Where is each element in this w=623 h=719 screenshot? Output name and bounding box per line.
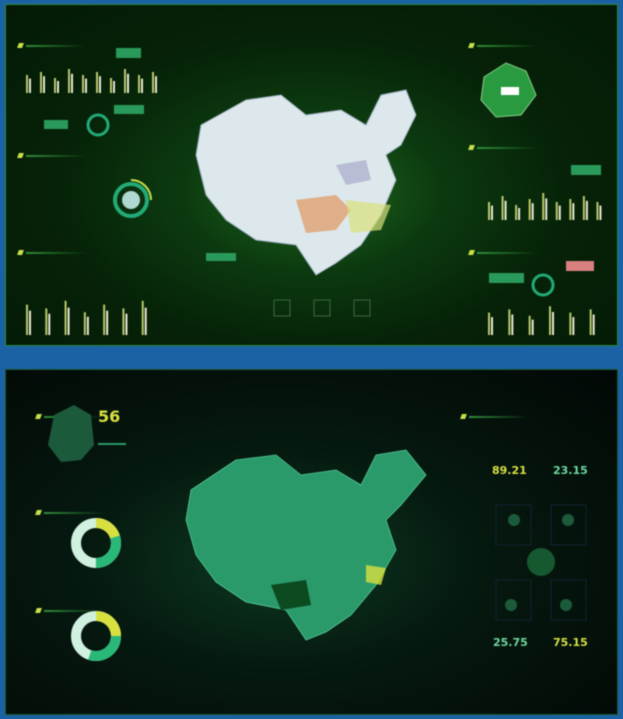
zhejiang-map — [48, 405, 94, 462]
stat-value: 23.15 — [553, 464, 588, 477]
donut-chart-2 — [71, 611, 121, 661]
section-header — [460, 414, 529, 419]
bar — [582, 196, 585, 220]
bar — [592, 314, 595, 335]
bar — [29, 310, 31, 335]
bar — [127, 73, 129, 93]
bar — [67, 307, 70, 335]
stat-value: 75.15 — [553, 636, 588, 649]
china-map — [195, 89, 417, 276]
bar — [589, 309, 592, 335]
bar — [26, 304, 28, 335]
bar — [501, 196, 504, 220]
bar — [54, 78, 56, 93]
bar — [585, 200, 588, 220]
bar — [555, 202, 558, 220]
map-region-highlight — [366, 565, 386, 585]
bar — [599, 205, 602, 220]
bar — [125, 313, 128, 335]
bar — [518, 208, 521, 220]
bar — [491, 317, 493, 335]
bar — [542, 193, 545, 220]
bar — [103, 304, 106, 335]
bar — [82, 75, 84, 93]
bar — [572, 317, 575, 335]
bar — [558, 205, 561, 220]
stat-value: 89.21 — [492, 464, 527, 477]
top-graphics — [26, 48, 602, 335]
stat-value: 25.75 — [493, 636, 528, 649]
section-header — [35, 510, 104, 515]
bar — [86, 316, 89, 335]
bar — [40, 72, 42, 93]
bar — [596, 202, 599, 220]
bar — [491, 205, 493, 220]
bar — [152, 72, 154, 93]
bar — [26, 75, 28, 93]
bar — [569, 199, 572, 220]
bar — [549, 306, 551, 335]
map-region-highlight — [336, 160, 371, 185]
section-header — [17, 153, 86, 158]
bar — [508, 309, 511, 335]
main-stat-value: 56 — [98, 407, 121, 426]
bar — [515, 205, 518, 220]
bar — [144, 307, 147, 335]
section-header — [468, 250, 537, 255]
bar — [96, 72, 98, 93]
bar — [528, 199, 531, 220]
section-header — [468, 43, 537, 48]
bar — [531, 203, 534, 220]
bar — [45, 308, 48, 335]
bar — [106, 310, 109, 335]
section-header — [17, 43, 86, 48]
bar — [141, 78, 143, 93]
map-region-highlight — [346, 200, 391, 233]
bar — [85, 78, 87, 93]
bar — [545, 198, 548, 220]
bar — [511, 314, 514, 335]
bar — [71, 73, 73, 93]
bar — [122, 308, 125, 335]
bar — [113, 81, 115, 93]
bar — [110, 78, 112, 93]
china-map — [185, 449, 427, 641]
bar — [155, 76, 157, 93]
bar — [488, 202, 490, 220]
bar — [29, 78, 31, 93]
bar — [504, 200, 507, 220]
bar — [83, 312, 86, 335]
bar — [124, 69, 126, 93]
donut-chart-1 — [71, 518, 121, 568]
bar — [569, 312, 572, 335]
section-header — [17, 250, 86, 255]
bar — [552, 311, 554, 335]
bar — [528, 315, 531, 335]
bar — [138, 75, 140, 93]
map-region-highlight — [296, 195, 351, 233]
top-dashboard — [5, 4, 618, 346]
bar — [64, 300, 67, 335]
bar — [57, 81, 59, 93]
section-header — [468, 145, 537, 150]
map-region-highlight — [271, 580, 311, 610]
center-globe — [527, 548, 555, 576]
bar — [531, 319, 534, 335]
bar — [43, 76, 45, 93]
bar — [488, 312, 490, 335]
bottom-graphics — [48, 405, 587, 661]
bar — [572, 203, 575, 220]
bar — [141, 300, 144, 335]
bar — [48, 313, 51, 335]
bar — [68, 69, 70, 93]
bar — [99, 76, 101, 93]
section-header — [35, 608, 104, 613]
bottom-dashboard: 56 89.21 23.15 25.75 75.15 — [5, 369, 618, 715]
